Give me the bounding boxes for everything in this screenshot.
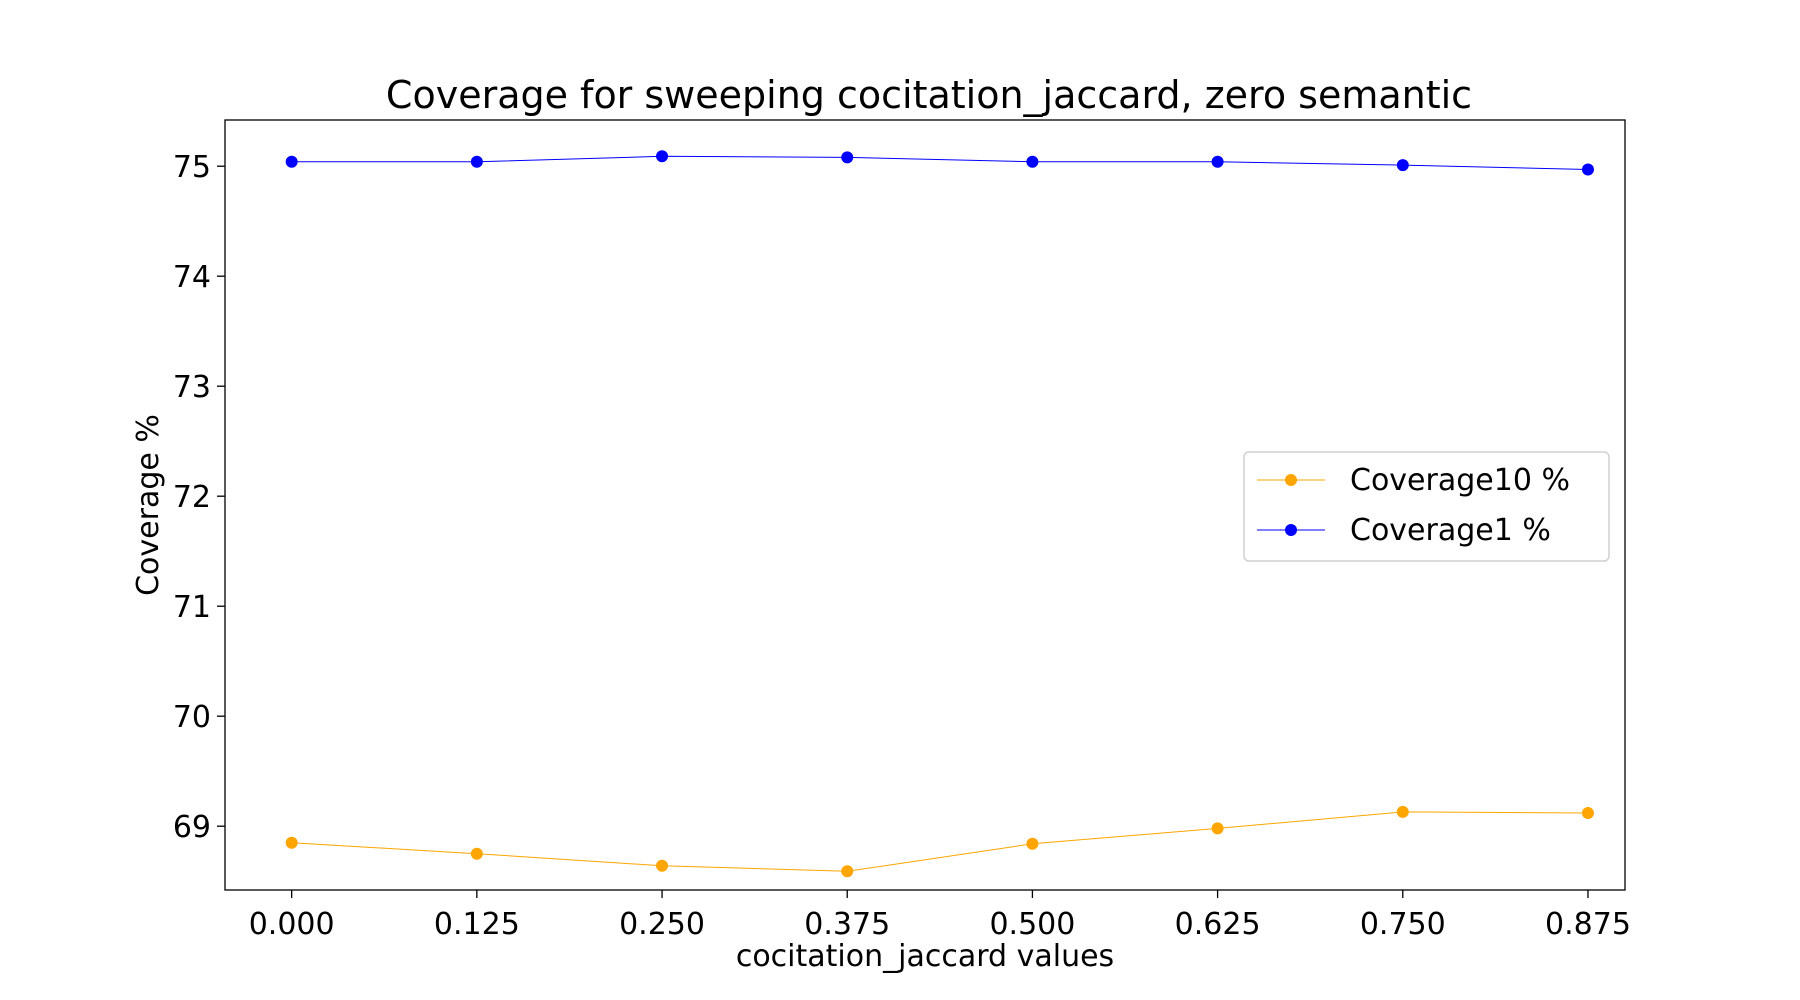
y-axis: 69 70 71 72 73 74 75 <box>173 150 225 845</box>
data-point-coverage10 <box>1396 805 1409 818</box>
data-point-coverage10 <box>1581 807 1594 819</box>
data-point-coverage1 <box>841 151 854 164</box>
x-tick-label: 0.625 <box>1175 907 1261 942</box>
data-point-coverage1 <box>1396 159 1409 172</box>
data-point-coverage10 <box>285 836 298 849</box>
x-axis: 0.000 0.125 0.250 0.375 0.500 0.625 0.750 0.875 <box>249 890 1631 942</box>
data-point-coverage1 <box>1581 163 1594 176</box>
legend-label-coverage10: Coverage10 % <box>1350 463 1570 498</box>
y-tick-label: 75 <box>173 150 211 185</box>
legend-marker-coverage10 <box>1285 474 1297 486</box>
data-point-coverage1 <box>1026 155 1039 168</box>
y-tick-label: 69 <box>173 810 211 845</box>
series-layer <box>285 150 1594 878</box>
x-tick-label: 0.500 <box>989 907 1075 942</box>
y-tick-label: 70 <box>173 700 211 735</box>
data-point-coverage10 <box>470 847 483 860</box>
y-axis-label: Coverage % <box>131 414 166 596</box>
x-tick-label: 0.125 <box>434 907 520 942</box>
series-line-coverage1 <box>291 155 1588 170</box>
data-point-coverage1 <box>656 150 669 163</box>
data-point-coverage10 <box>656 859 669 872</box>
x-tick-label: 0.750 <box>1360 907 1446 942</box>
y-tick-label: 72 <box>173 480 211 515</box>
legend-box <box>1243 451 1610 562</box>
x-tick-label: 0.875 <box>1545 907 1631 942</box>
plot-area <box>224 119 1626 891</box>
x-tick-label: 0.375 <box>804 907 890 942</box>
legend-label-coverage1: Coverage1 % <box>1350 513 1551 548</box>
legend: Coverage10 % Coverage1 % <box>1243 451 1610 562</box>
data-point-coverage1 <box>1211 155 1224 168</box>
legend-marker-coverage1 <box>1285 524 1297 536</box>
series-line-coverage10 <box>291 811 1588 872</box>
data-point-coverage1 <box>470 155 483 168</box>
data-point-coverage10 <box>841 865 854 878</box>
y-tick-label: 74 <box>173 260 211 295</box>
y-tick-label: 71 <box>173 590 211 625</box>
x-tick-label: 0.000 <box>249 907 335 942</box>
y-tick-label: 73 <box>173 370 211 405</box>
data-point-coverage10 <box>1211 822 1224 835</box>
x-axis-label: cocitation_jaccard values <box>736 939 1114 974</box>
data-point-coverage10 <box>1026 837 1039 850</box>
chart-title: Coverage for sweeping cocitation_jaccard… <box>386 73 1472 117</box>
data-point-coverage1 <box>285 155 298 168</box>
x-tick-label: 0.250 <box>619 907 705 942</box>
